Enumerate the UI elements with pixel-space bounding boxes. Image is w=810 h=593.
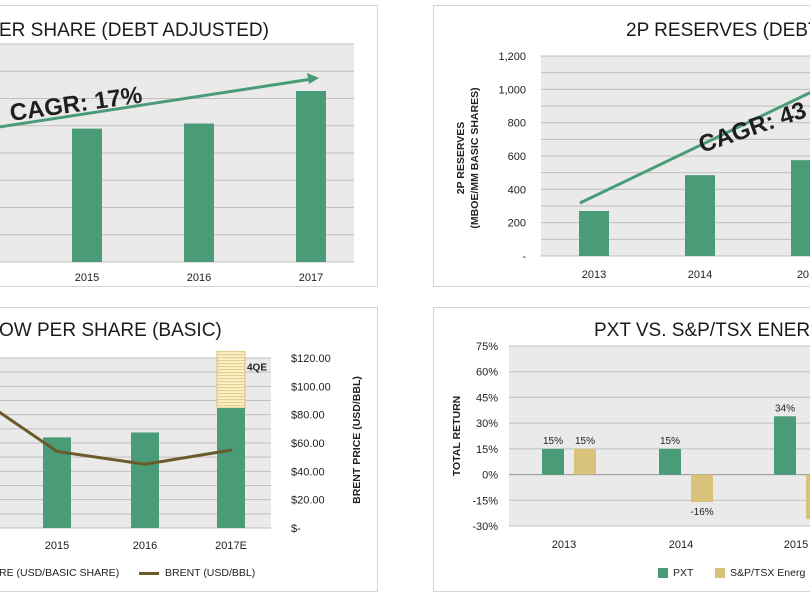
cagr-arrow-line: [0, 77, 313, 129]
chart-total-return: -30% -15% 0% 15% 30% 45% 60% 75% TOTAL RETURN 15%…: [451, 341, 810, 551]
x-tick-label: 2014: [688, 269, 712, 281]
y2-tick-label: $60.00: [291, 438, 325, 450]
x-tick-label: 2016: [133, 540, 157, 552]
y-tick-label: 45%: [476, 392, 498, 404]
x-tick-label: 2013: [582, 269, 606, 281]
legend-pxt-label: PXT: [673, 567, 694, 579]
chart-title: ER SHARE (DEBT ADJUSTED): [0, 20, 269, 41]
bar-201: [791, 160, 810, 256]
x-tick-label: 2015: [75, 272, 99, 284]
chart-flow-per-share: $- $20.00 $40.00 $60.00 $80.00 $100.00 $120.00…: [0, 351, 363, 552]
bar-PXT-2013: [542, 448, 564, 475]
x-tick-label: 2016: [187, 272, 211, 284]
bar-2016: [131, 432, 159, 528]
y-tick-label: 15%: [476, 444, 498, 456]
bar-2014: [685, 175, 715, 256]
brent-point: [229, 448, 233, 452]
highlight-label: 4QE: [247, 363, 267, 374]
bar-S&P/TSX Energ-2014: [691, 474, 713, 502]
y-tick-label: 75%: [476, 341, 498, 353]
data-label: -16%: [690, 507, 713, 518]
legend-line-label: BRENT (USD/BBL): [165, 567, 256, 579]
chart-title: OW PER SHARE (BASIC): [0, 320, 222, 341]
y-tick-label: 30%: [476, 418, 498, 430]
data-label: 15%: [660, 436, 680, 447]
y2-tick-label: $-: [291, 523, 301, 535]
y-tick-label: 800: [508, 118, 526, 130]
panel-pxt-vs-tsx: PXT VS. S&P/TSX ENERGY I -30% -15% 0% 15% 30…: [433, 307, 810, 592]
x-tick-label: 2014: [669, 539, 693, 551]
brent-point: [143, 462, 147, 466]
y2-tick-label: $80.00: [291, 410, 325, 422]
legend-line: BRENT (USD/BBL): [139, 567, 255, 579]
legend-pxt-swatch: [658, 568, 668, 578]
bar-2015: [72, 128, 102, 262]
legend-tsx-label: S&P/TSX Energ: [730, 567, 806, 579]
y2-tick-label: $100.00: [291, 381, 331, 393]
y-tick-label: 400: [508, 184, 526, 196]
plot-area: [509, 346, 810, 526]
x-tick-label: 2017E: [215, 540, 247, 552]
x-tick-label: 2015: [784, 539, 808, 551]
y-tick-label: -: [522, 251, 526, 263]
legend-pxt: PXT: [658, 567, 693, 579]
y2-tick-label: $40.00: [291, 466, 325, 478]
y2-tick-label: $120.00: [291, 353, 331, 365]
y-tick-label: -15%: [472, 495, 498, 507]
bar-PXT-2015: [774, 416, 796, 475]
y-tick-label: 1,200: [498, 51, 526, 63]
y2-tick-label: $20.00: [291, 495, 325, 507]
data-label: 34%: [775, 403, 795, 414]
bar-2017E: [217, 408, 245, 528]
y-tick-label: 1,000: [498, 84, 526, 96]
y-tick-label: 200: [508, 218, 526, 230]
chart-2p-reserves: - 200 400 600 800 1,000 1,200 2013 2014 201 2P RES…: [455, 51, 810, 281]
cagr-arrow-line: [579, 91, 810, 205]
x-tick-label: 201: [797, 269, 810, 281]
chart-title: PXT VS. S&P/TSX ENERGY I: [594, 320, 810, 341]
y-tick-label: 0%: [482, 470, 498, 482]
cagr-arrow-head: [307, 73, 319, 84]
bar-S&P/TSX Energ-2013: [574, 448, 596, 475]
x-tick-label: 2015: [45, 540, 69, 552]
bar-2013: [579, 211, 609, 256]
legend-bar-label: RE (USD/BASIC SHARE): [0, 567, 120, 579]
y-tick-label: -30%: [472, 521, 498, 533]
panel-flow-per-share: OW PER SHARE (BASIC) $- $20.00 $40.00 $60.0…: [0, 307, 378, 592]
y-axis-label-line2: (MBOE/MM BASIC SHARES): [469, 87, 481, 228]
data-label: 15%: [575, 436, 595, 447]
bar-PXT-2014: [659, 448, 681, 475]
panel-per-share-debt-adjusted: ER SHARE (DEBT ADJUSTED) 2015 2016 2017 CAG…: [0, 5, 378, 287]
panel-2p-reserves: 2P RESERVES (DEBT AD - 200 400 600 800 1,000 1…: [433, 5, 810, 287]
chart-title: 2P RESERVES (DEBT AD: [626, 20, 810, 41]
bar-2017: [296, 91, 326, 262]
brent-point: [55, 450, 59, 453]
y-tick-label: 60%: [476, 367, 498, 379]
legend-line-swatch: [139, 571, 159, 575]
y-tick-label: 600: [508, 151, 526, 163]
brent-line: [0, 410, 232, 466]
data-label: 15%: [543, 436, 563, 447]
x-tick-label: 2013: [552, 539, 576, 551]
x-tick-label: 2017: [299, 272, 323, 284]
bar-2016: [184, 123, 214, 263]
legend-tsx: S&P/TSX Energ: [715, 567, 805, 579]
legend-tsx-swatch: [715, 568, 725, 578]
legend-bar: RE (USD/BASIC SHARE): [0, 567, 119, 579]
y-axis-label: TOTAL RETURN: [451, 396, 463, 477]
bar-S&P/TSX Energ-2015: [806, 474, 810, 520]
y2-axis-label: BRENT PRICE (USD/BBL): [351, 376, 363, 504]
y-axis-label-line1: 2P RESERVES: [455, 122, 467, 195]
